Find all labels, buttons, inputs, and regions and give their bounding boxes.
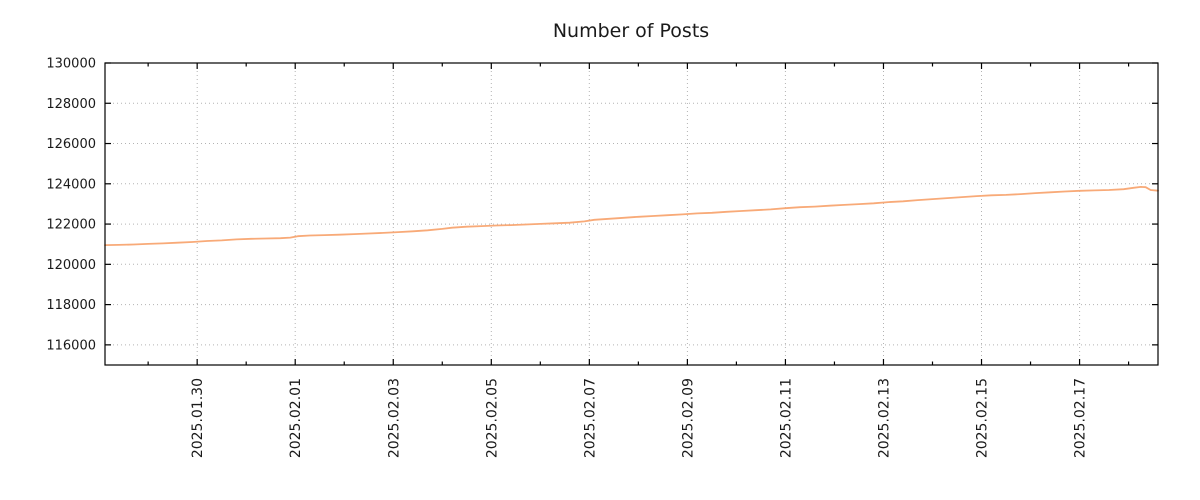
x-tick-label: 2025.01.30	[190, 378, 206, 458]
x-tick-label: 2025.02.01	[288, 378, 304, 458]
y-tick-label: 122000	[46, 218, 96, 233]
x-tick-label: 2025.02.07	[582, 378, 598, 458]
x-tick-label: 2025.02.09	[680, 378, 696, 458]
y-tick-label: 116000	[46, 338, 96, 353]
x-tick-label: 2025.02.13	[877, 378, 893, 458]
series-line	[104, 185, 1159, 247]
y-tick-label: 124000	[46, 177, 96, 192]
x-tick-label: 2025.02.05	[484, 378, 500, 458]
y-tick-label: 128000	[46, 97, 96, 112]
y-tick-label: 118000	[46, 298, 96, 313]
chart-title: Number of Posts	[553, 20, 709, 42]
y-tick-label: 120000	[46, 258, 96, 273]
y-tick-label: 130000	[46, 57, 96, 72]
x-tick-label: 2025.02.15	[975, 378, 991, 458]
plot-border	[104, 62, 1159, 366]
y-tick-label: 126000	[46, 137, 96, 152]
x-tick-label: 2025.02.03	[386, 378, 402, 458]
x-tick-label: 2025.02.11	[778, 378, 794, 458]
x-tick-label: 2025.02.17	[1073, 378, 1089, 458]
